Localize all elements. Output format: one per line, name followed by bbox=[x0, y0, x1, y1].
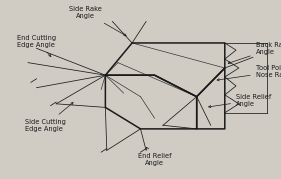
Text: Back Rake
Angle: Back Rake Angle bbox=[228, 42, 281, 64]
Text: Side Relief
Angle: Side Relief Angle bbox=[209, 94, 271, 108]
Text: End Relief
Angle: End Relief Angle bbox=[138, 147, 171, 166]
Text: Side Rake
Angle: Side Rake Angle bbox=[69, 6, 126, 36]
Text: Side Cutting
Edge Angle: Side Cutting Edge Angle bbox=[25, 103, 73, 132]
Text: Tool Point or
Nose Radius: Tool Point or Nose Radius bbox=[217, 65, 281, 81]
Text: End Cutting
Edge Angle: End Cutting Edge Angle bbox=[17, 35, 56, 57]
